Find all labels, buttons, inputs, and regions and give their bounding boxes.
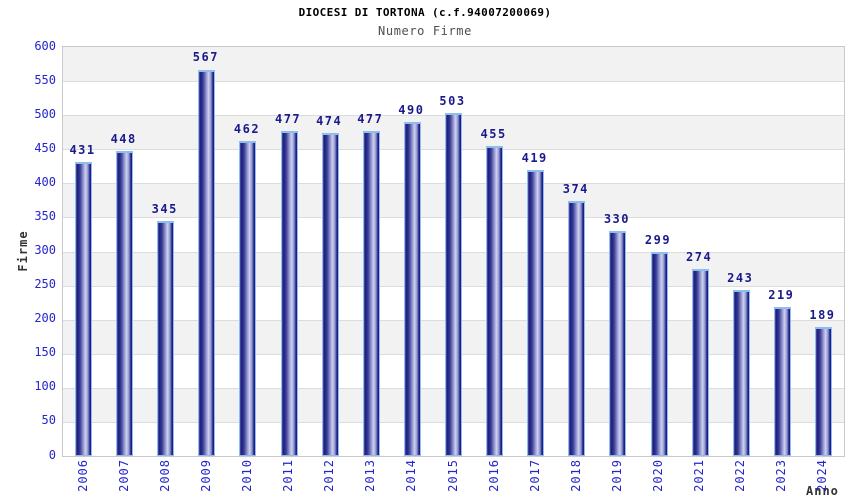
x-tick-label: 2013 <box>363 459 378 492</box>
bar-value-label: 419 <box>521 151 548 166</box>
x-tick-label: 2010 <box>239 459 254 492</box>
y-tick-label: 500 <box>34 106 56 121</box>
x-tick-label: 2018 <box>568 459 583 492</box>
bar-2022 <box>732 290 750 456</box>
y-tick-label: 50 <box>41 413 56 428</box>
bar-value-label: 490 <box>398 102 425 117</box>
bar-value-label: 477 <box>274 111 302 126</box>
y-tick-label: 450 <box>34 140 56 155</box>
bar-value-label: 503 <box>439 94 466 109</box>
bar-2021 <box>691 269 709 456</box>
bar-2018 <box>568 201 586 456</box>
bar-value-label: 189 <box>809 308 836 323</box>
x-tick-label: 2017 <box>527 459 542 492</box>
plot-band <box>63 81 844 116</box>
bar-2016 <box>486 145 504 456</box>
x-tick-label: 2020 <box>651 459 666 492</box>
bar-2015 <box>445 113 462 456</box>
bar-2023 <box>773 306 791 456</box>
bar-2019 <box>609 231 627 456</box>
bar-value-label: 474 <box>316 113 343 128</box>
bar-value-label: 219 <box>768 287 795 302</box>
chart-subtitle: Numero Firme <box>378 24 472 38</box>
y-tick-label: 200 <box>34 311 56 326</box>
bar-2007 <box>116 150 134 456</box>
bar-2011 <box>280 130 298 456</box>
x-tick-label: 2006 <box>75 459 90 492</box>
bar-value-label: 567 <box>192 50 219 65</box>
bar-value-label: 274 <box>686 250 713 265</box>
x-tick-label: 2023 <box>774 459 789 492</box>
bar-2013 <box>362 130 380 456</box>
x-tick-label: 2009 <box>198 459 213 492</box>
bar-2012 <box>321 132 339 456</box>
bar-2008 <box>157 220 175 456</box>
x-tick-label: 2022 <box>733 459 748 492</box>
x-tick-label: 2019 <box>609 459 624 492</box>
bar-2014 <box>403 121 421 456</box>
bar-value-label: 374 <box>562 182 589 197</box>
bar-value-label: 299 <box>644 233 672 248</box>
y-tick-label: 250 <box>34 277 56 292</box>
bar-2010 <box>239 141 257 456</box>
x-tick-label: 2008 <box>157 459 172 492</box>
y-tick-label: 350 <box>34 208 56 223</box>
x-tick-label: 2015 <box>445 459 460 492</box>
y-tick-label: 400 <box>34 174 56 189</box>
x-tick-label: 2016 <box>486 459 501 492</box>
chart-title: DIOCESI DI TORTONA (c.f.94007200069) <box>298 6 552 19</box>
y-tick-label: 550 <box>34 72 56 87</box>
y-tick-label: 600 <box>34 38 56 53</box>
bar-value-label: 431 <box>69 143 96 158</box>
bar-value-label: 243 <box>727 271 754 286</box>
bar-value-label: 455 <box>480 126 507 141</box>
x-tick-label: 2012 <box>322 459 337 492</box>
x-tick-label: 2014 <box>404 459 419 492</box>
x-tick-label: 2011 <box>281 459 296 492</box>
x-tick-label: 2021 <box>692 459 707 492</box>
x-tick-label: 2007 <box>116 459 131 492</box>
gridline <box>63 81 844 83</box>
x-axis-title: Anno <box>806 484 839 498</box>
x-tick-label: 2024 <box>815 459 830 492</box>
bar-value-label: 462 <box>233 122 261 137</box>
bar-2024 <box>814 327 832 456</box>
y-tick-label: 0 <box>48 447 56 462</box>
y-tick-label: 150 <box>34 345 56 360</box>
bar-value-label: 330 <box>603 212 630 227</box>
bar-2009 <box>198 69 216 456</box>
bar-2020 <box>650 252 668 456</box>
plot-band <box>63 47 844 82</box>
y-tick-label: 300 <box>34 243 56 257</box>
bar-2017 <box>527 170 545 456</box>
bar-value-label: 448 <box>110 131 137 146</box>
plot-area <box>62 46 845 457</box>
bar-value-label: 477 <box>357 111 384 126</box>
bar-2006 <box>75 162 93 456</box>
bar-value-label: 345 <box>151 201 178 216</box>
y-tick-label: 100 <box>34 379 56 394</box>
